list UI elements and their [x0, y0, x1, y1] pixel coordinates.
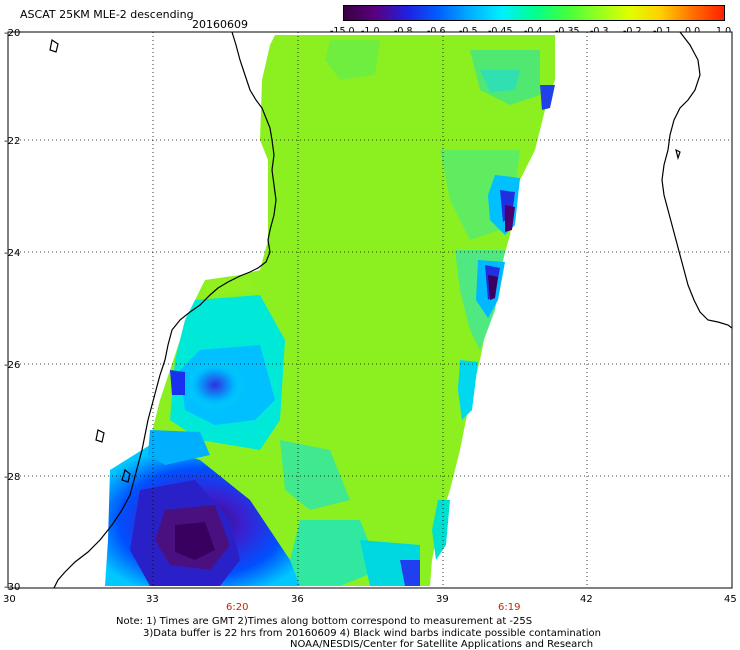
lon-label: 45	[724, 594, 737, 605]
lon-label: 30	[3, 594, 16, 605]
graticule	[8, 32, 732, 588]
footer-note-1: Note: 1) Times are GMT 2)Times along bot…	[116, 616, 533, 627]
colorbar	[343, 5, 725, 21]
lat-label: -30	[4, 582, 20, 593]
ascat-swath	[105, 35, 555, 586]
lon-label: 39	[436, 594, 449, 605]
lat-label: -24	[4, 248, 20, 259]
time-label: 6:20	[226, 602, 248, 613]
coastline	[49, 31, 733, 589]
lat-label: -28	[4, 472, 20, 483]
footer-credit: NOAA/NESDIS/Center for Satellite Applica…	[290, 639, 594, 650]
time-label: 6:19	[498, 602, 520, 613]
product-title: ASCAT 25KM MLE-2 descending	[20, 8, 194, 21]
footer-note-2: 3)Data buffer is 22 hrs from 20160609 4)…	[143, 628, 601, 639]
lon-label: 42	[580, 594, 593, 605]
product-date: 20160609	[192, 18, 248, 31]
lat-label: -22	[4, 136, 20, 147]
lat-label: -26	[4, 360, 20, 371]
lon-label: 36	[291, 594, 304, 605]
lat-label: -20	[4, 28, 20, 39]
lon-label: 33	[146, 594, 159, 605]
